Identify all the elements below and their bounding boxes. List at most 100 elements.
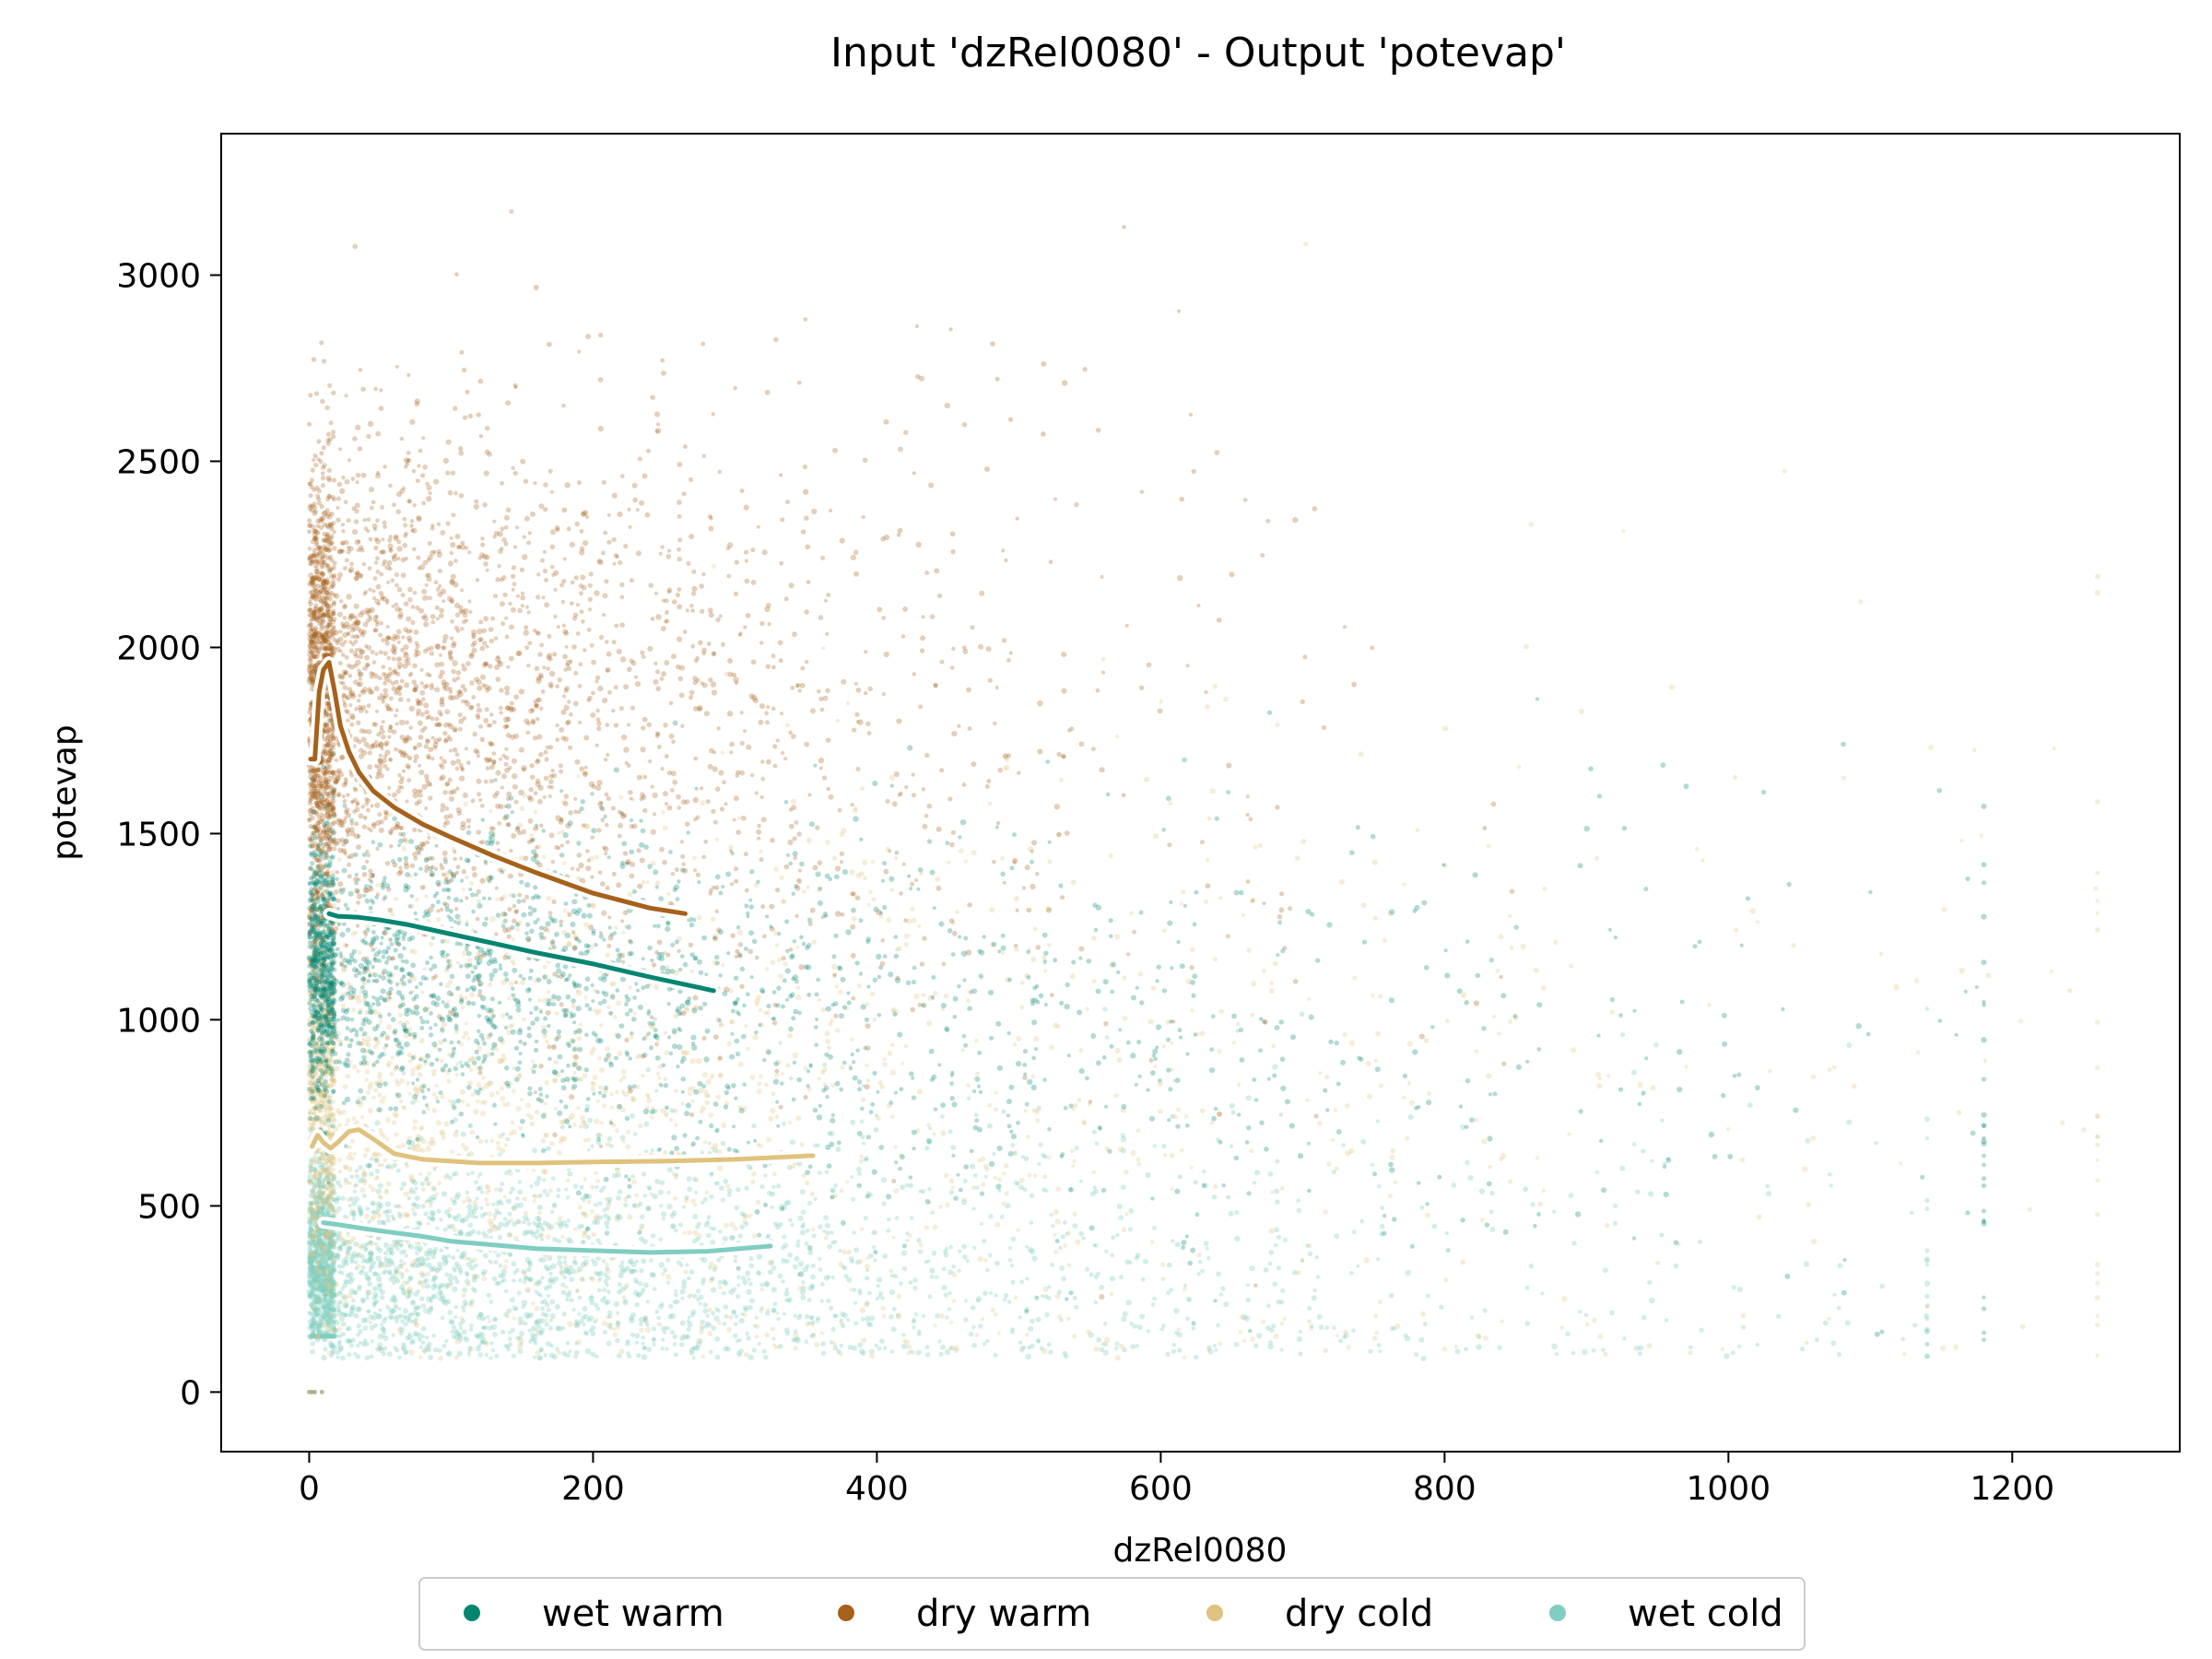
scatter-point — [512, 1271, 517, 1276]
scatter-point — [461, 1304, 466, 1310]
scatter-point — [692, 855, 697, 861]
scatter-point — [365, 1206, 371, 1212]
scatter-point — [567, 1270, 572, 1276]
scatter-point — [509, 1191, 513, 1195]
scatter-point — [659, 1180, 665, 1186]
scatter-point — [1553, 939, 1559, 946]
scatter-point — [561, 1135, 568, 1142]
scatter-point — [1085, 1006, 1089, 1011]
scatter-point — [583, 1262, 589, 1267]
scatter-point — [1592, 1317, 1597, 1324]
scatter-point — [700, 1150, 705, 1155]
scatter-point — [548, 1271, 553, 1277]
scatter-point — [1046, 1296, 1052, 1300]
scatter-point — [511, 1065, 516, 1071]
scatter-point — [579, 1318, 584, 1324]
scatter-point — [1039, 1346, 1044, 1351]
scatter-point — [2060, 1120, 2065, 1125]
scatter-point — [567, 1171, 573, 1177]
scatter-point — [1467, 1174, 1474, 1181]
scatter-point — [1001, 1201, 1006, 1206]
scatter-point — [696, 1288, 701, 1294]
scatter-point — [515, 927, 520, 932]
scatter-point — [581, 1315, 586, 1320]
scatter-point — [1595, 1072, 1601, 1077]
scatter-point — [661, 1272, 665, 1277]
scatter-point — [858, 1159, 864, 1164]
scatter-point — [1013, 1150, 1018, 1155]
scatter-point — [728, 1314, 734, 1321]
scatter-point — [621, 1069, 627, 1075]
scatter-point — [399, 1186, 405, 1192]
scatter-point — [906, 1344, 912, 1350]
scatter-point — [352, 1064, 358, 1070]
scatter-point — [906, 1350, 912, 1356]
scatter-point — [733, 1254, 738, 1259]
scatter-point — [559, 1124, 565, 1130]
scatter-point — [628, 985, 632, 990]
scatter-point — [1244, 1315, 1251, 1322]
scatter-point — [1214, 1347, 1218, 1352]
scatter-point — [689, 1058, 696, 1065]
scatter-point — [1755, 1342, 1760, 1347]
scatter-point — [705, 1078, 712, 1085]
scatter-point — [1027, 1172, 1032, 1178]
scatter-point — [792, 1052, 798, 1059]
scatter-point — [590, 1144, 594, 1148]
scatter-point — [407, 1243, 412, 1248]
scatter-point — [1272, 1064, 1278, 1070]
scatter-point — [929, 1274, 935, 1279]
scatter-point — [834, 984, 840, 989]
scatter-point — [850, 1037, 854, 1042]
scatter-point — [327, 1334, 333, 1339]
scatter-point — [1030, 957, 1037, 962]
scatter-point — [974, 1038, 979, 1043]
scatter-point — [508, 981, 514, 986]
scatter-point — [1070, 879, 1077, 886]
scatter-point — [639, 1327, 644, 1333]
scatter-point — [347, 1204, 352, 1208]
scatter-point — [1332, 1325, 1336, 1330]
scatter-point — [500, 1182, 504, 1186]
scatter-point — [448, 1281, 453, 1287]
scatter-point — [357, 1205, 362, 1210]
scatter-point — [349, 1156, 355, 1161]
scatter-point — [407, 1276, 414, 1282]
scatter-point — [1218, 1292, 1223, 1297]
scatter-point — [1805, 1137, 1811, 1144]
scatter-point — [417, 1063, 423, 1069]
scatter-point — [589, 1184, 595, 1190]
scatter-point — [962, 1178, 968, 1183]
scatter-point — [575, 1269, 581, 1274]
scatter-point — [1018, 1177, 1025, 1183]
scatter-point — [554, 1221, 559, 1226]
scatter-point — [377, 1247, 383, 1253]
scatter-point — [1508, 1018, 1513, 1024]
scatter-point — [1315, 1275, 1321, 1279]
scatter-point — [723, 1304, 728, 1310]
scatter-point — [945, 1202, 950, 1208]
scatter-point — [912, 1286, 918, 1291]
scatter-point — [731, 1309, 736, 1314]
scatter-point — [857, 1171, 862, 1176]
scatter-point — [555, 1325, 561, 1332]
scatter-point — [1004, 1292, 1009, 1299]
scatter-point — [748, 1263, 754, 1269]
scatter-point — [1309, 1325, 1314, 1331]
scatter-point — [1318, 1324, 1324, 1330]
scatter-point — [518, 1202, 524, 1208]
scatter-point — [328, 1342, 335, 1348]
scatter-point — [404, 1268, 409, 1273]
scatter-point — [413, 1306, 419, 1312]
scatter-point — [1335, 1334, 1339, 1338]
scatter-point — [1405, 1335, 1411, 1342]
scatter-point — [321, 1300, 327, 1305]
scatter-point — [764, 1082, 769, 1088]
chart-title: Input 'dzRel0080' - Output 'potevap' — [830, 29, 1566, 76]
scatter-point — [1734, 927, 1739, 933]
scatter-point — [645, 880, 650, 885]
scatter-point — [370, 1263, 376, 1269]
scatter-point — [1768, 1069, 1772, 1074]
scatter-point — [674, 1288, 678, 1293]
scatter-point — [670, 1223, 677, 1230]
